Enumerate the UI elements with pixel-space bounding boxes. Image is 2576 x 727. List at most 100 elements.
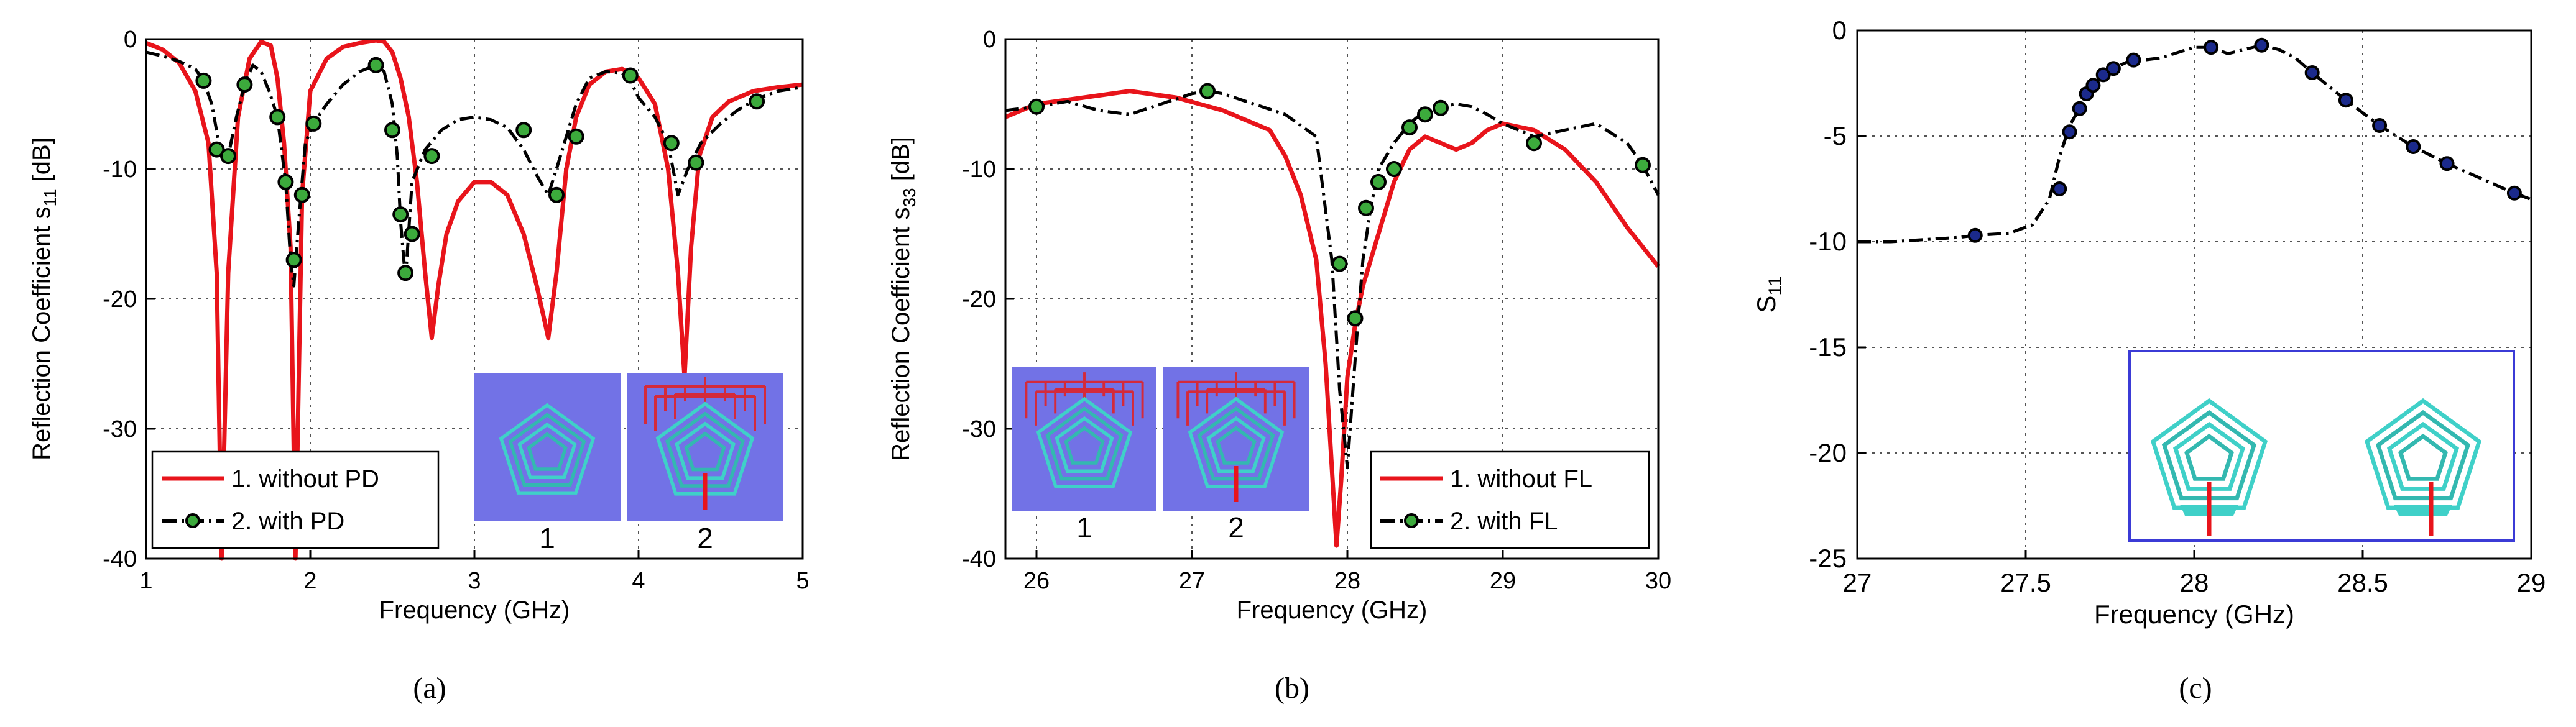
panel-a-xtick-label: 5 (796, 568, 809, 594)
data-point (548, 186, 565, 203)
inset-a-label-2: 2 (697, 522, 713, 554)
panel-b-xtick-labels: 26 27 28 29 30 (1023, 568, 1671, 594)
panel-b-series (1004, 83, 1660, 548)
data-point (2406, 139, 2421, 154)
data-point (1370, 173, 1387, 190)
data-point (749, 93, 765, 110)
panel-a-ytick-label: -40 (103, 546, 137, 572)
data-point (1967, 227, 1983, 243)
data-point (195, 72, 212, 89)
data-point (2439, 156, 2455, 171)
data-point (384, 122, 400, 139)
panel-a-ytick-label: 0 (124, 27, 137, 53)
data-point (1417, 106, 1433, 123)
panel-c-ytick-label: -5 (1824, 121, 1847, 150)
panel-b-ytick-label: -30 (962, 416, 996, 442)
data-point (1347, 310, 1364, 327)
panel-a-ytick-label: -20 (103, 286, 137, 313)
panel-c-xtick-label: 28.5 (2337, 568, 2388, 597)
legend-b-entry-2: 2. with FL (1450, 508, 1558, 535)
panel-c-ytick-label: -20 (1809, 438, 1847, 467)
panel-b-caption: (b) (1275, 672, 1309, 705)
panel-a-legend: 1. without PD 2. with PD (151, 450, 440, 549)
series-line-2-with-fl (1005, 89, 1660, 470)
panel-c-ytick-label: -15 (1809, 332, 1847, 362)
data-point (236, 76, 253, 93)
data-point (269, 109, 286, 126)
panel-b-ytick-labels: 0 -10 -20 -30 -40 (962, 27, 996, 572)
panel-c-xtick-label: 29 (2517, 568, 2546, 597)
data-point (423, 148, 440, 165)
data-point (1331, 255, 1348, 272)
panel-c-ytick-label: -10 (1809, 227, 1847, 256)
panel-a-xlabel: Frequency (GHz) (379, 597, 570, 624)
panel-c-caption: (c) (2179, 672, 2212, 705)
panel-b-xtick-label: 30 (1645, 568, 1671, 594)
panel-b: 26 27 28 29 30 0 -10 -20 -30 -40 Frequen… (887, 27, 1671, 705)
panel-a-xtick-label: 1 (139, 568, 152, 594)
data-point (2072, 101, 2087, 116)
data-point (1386, 161, 1402, 177)
data-point (2204, 40, 2219, 55)
data-point (1199, 83, 1216, 99)
data-point (1358, 199, 1374, 216)
data-point (2338, 93, 2353, 108)
data-point (392, 206, 409, 223)
panel-c-ytick-label: 0 (1832, 16, 1847, 45)
data-point (2105, 61, 2121, 76)
data-point (2254, 37, 2269, 53)
panel-c-xtick-labels: 27 27.5 28 28.5 29 (1843, 568, 2546, 597)
panel-c-ylabel: S11 (1752, 276, 1786, 313)
panel-b-ytick-label: -20 (962, 286, 996, 313)
data-point (568, 128, 584, 145)
panel-b-xlabel: Frequency (GHz) (1237, 597, 1428, 624)
data-point (663, 135, 680, 152)
data-point (1401, 119, 1418, 136)
panel-b-xtick-label: 26 (1023, 568, 1050, 594)
panel-a-ylabel: Reflection Coefficient s11 [dB] (28, 137, 60, 460)
panel-b-axes-box (1004, 38, 1660, 560)
panel-c-xtick-label: 27.5 (2000, 568, 2051, 597)
panel-b-xtick-label: 27 (1179, 568, 1205, 594)
inset-b-label-1: 1 (1076, 511, 1092, 544)
data-point (2304, 65, 2320, 80)
data-point (2085, 78, 2101, 93)
data-point (2126, 52, 2141, 68)
data-point (2052, 181, 2067, 196)
data-point (277, 173, 294, 190)
panel-b-ytick-label: 0 (983, 27, 996, 53)
data-point (404, 226, 420, 242)
panel-a-ticks (146, 168, 640, 559)
panel-c-inset (2128, 350, 2515, 542)
data-point (2372, 118, 2388, 133)
panel-b-ytick-label: -10 (962, 157, 996, 183)
panel-b-xtick-label: 28 (1334, 568, 1360, 594)
data-point (367, 57, 384, 73)
panel-b-xtick-label: 29 (1490, 568, 1516, 594)
data-point (1635, 157, 1651, 173)
data-point (2506, 185, 2522, 201)
panel-a-ytick-label: -10 (103, 157, 137, 183)
data-point (688, 154, 704, 171)
panel-b-legend: 1. without FL 2. with FL (1370, 450, 1650, 549)
data-point (305, 115, 322, 132)
panel-c-ytick-labels: 0 -5 -10 -15 -20 -25 (1809, 16, 1847, 573)
series-line-1-without-pd (145, 38, 803, 561)
panel-c: 27 27.5 28 28.5 29 0 -5 -10 -15 -20 -25 … (1752, 16, 2546, 705)
inset-a-label-1: 1 (539, 522, 555, 554)
data-point (1028, 98, 1045, 115)
panel-a-xtick-label: 4 (632, 568, 645, 594)
panel-b-ytick-label: -40 (962, 546, 996, 572)
panel-b-ylabel: Reflection Coefficient s33 [dB] (887, 137, 919, 461)
panel-a-inset: 1 2 (474, 373, 783, 554)
panel-c-axes-box (1856, 29, 2532, 560)
data-point (2062, 124, 2077, 140)
panel-c-xtick-label: 27 (1843, 568, 1872, 597)
inset-b-label-2: 2 (1228, 511, 1244, 544)
panel-a-axes-box (145, 38, 804, 560)
legend-b-entry-1: 1. without FL (1450, 465, 1592, 493)
data-point (1526, 135, 1542, 152)
panel-a-xtick-labels: 1 2 3 4 5 (139, 568, 809, 594)
data-point (1433, 99, 1449, 116)
